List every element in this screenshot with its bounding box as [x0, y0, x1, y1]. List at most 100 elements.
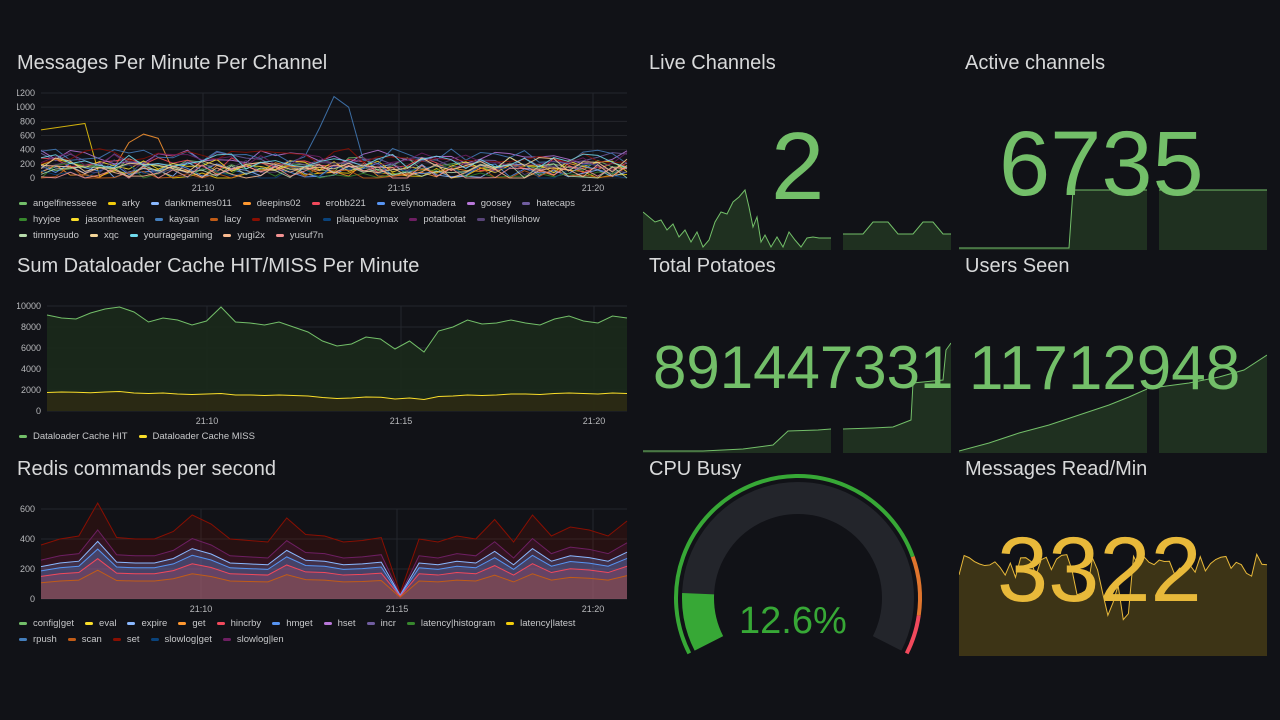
cpu-busy-value: 12.6% — [739, 600, 847, 642]
legend-swatch — [138, 434, 147, 438]
legend-item[interactable]: set — [112, 632, 140, 648]
legend-item[interactable]: angelfinesseee — [19, 196, 97, 212]
panel-redis-commands[interactable]: Redis commands per second 600 400 200 0 21:1… — [17, 458, 629, 654]
legend-item[interactable]: arky — [107, 196, 140, 212]
series-area-hit — [47, 307, 627, 411]
legend-item[interactable]: yugi2x — [223, 228, 265, 244]
redis-chart[interactable]: 600 400 200 0 21:10 21:15 21:20 — [17, 488, 629, 638]
panel-total-potatoes[interactable]: Total Potatoes 891447331 — [643, 255, 951, 453]
x-tick-label: 21:10 — [190, 604, 213, 614]
legend-item[interactable]: deepins02 — [242, 196, 301, 212]
legend-item[interactable]: yourragegaming — [129, 228, 213, 244]
y-tick-label: 2000 — [21, 385, 41, 395]
legend-item[interactable]: lacy — [210, 212, 241, 228]
legend-item[interactable]: hset — [323, 616, 356, 632]
legend-item[interactable]: hatecaps — [522, 196, 575, 212]
active-channels-sparkline — [959, 189, 1267, 250]
legend-item[interactable]: expire — [127, 616, 167, 632]
legend-swatch — [322, 217, 331, 221]
panel-active-channels[interactable]: Active channels 6735 — [959, 52, 1267, 250]
y-tick-label: 200 — [20, 564, 35, 574]
panel-cpu-busy[interactable]: CPU Busy 12.6% — [643, 458, 951, 656]
legend-item[interactable]: Dataloader Cache HIT — [19, 429, 128, 445]
legend-item[interactable]: evelynomadera — [376, 196, 456, 212]
redis-stack-line — [40, 540, 628, 597]
legend-item[interactable]: config|get — [19, 616, 74, 632]
series-area-miss — [47, 391, 627, 411]
x-tick-label: 21:20 — [583, 416, 606, 426]
legend-swatch — [107, 201, 116, 205]
legend-swatch — [19, 434, 27, 438]
legend-swatch — [272, 621, 281, 625]
legend-swatch — [178, 621, 187, 625]
panel-messages-read[interactable]: Messages Read/Min 3322 — [959, 458, 1267, 656]
legend-label: plaqueboymax — [336, 214, 399, 225]
y-tick-label: 600 — [20, 504, 35, 514]
y-tick-label: 1200 — [17, 88, 35, 98]
legend-swatch — [19, 201, 27, 205]
legend-item[interactable]: incr — [366, 616, 396, 632]
legend-item[interactable]: potatbotat — [409, 212, 466, 228]
legend-item[interactable]: latency|latest — [506, 616, 575, 632]
legend-item[interactable]: mdswervin — [252, 212, 312, 228]
panel-live-channels[interactable]: Live Channels 2 — [643, 52, 951, 250]
y-tick-label: 6000 — [21, 343, 41, 353]
panel-messages-per-minute[interactable]: Messages Per Minute Per Channel 1200 1000… — [17, 52, 629, 248]
legend-item[interactable]: thetylilshow — [476, 212, 540, 228]
legend-item[interactable]: hyyjoe — [19, 212, 60, 228]
redis-legend: config|get eval expire get hincrby hmget hset i… — [19, 616, 619, 648]
legend-item[interactable]: rpush — [19, 632, 57, 648]
messages-chart[interactable]: 1200 1000 800 600 400 200 0 21:10 21:15 21:20 — [17, 82, 629, 232]
legend-item[interactable]: timmysudo — [19, 228, 79, 244]
legend-label: expire — [141, 618, 168, 629]
legend-item[interactable]: kaysan — [155, 212, 199, 228]
legend-item[interactable]: jasontheween — [71, 212, 144, 228]
legend-item[interactable]: eval — [85, 616, 116, 632]
users-seen-sparkline — [959, 354, 1267, 453]
legend-item[interactable]: goosey — [466, 196, 511, 212]
legend-label: yourragegaming — [143, 230, 213, 241]
legend-swatch — [216, 621, 225, 625]
legend-label: slowlog|len — [236, 634, 284, 645]
panel-title: Active channels — [965, 52, 1106, 74]
panel-title: Total Potatoes — [649, 255, 776, 277]
y-tick-label: 800 — [20, 116, 35, 126]
legend-swatch — [323, 621, 332, 625]
series-line-hit — [46, 306, 628, 353]
legend-label: lacy — [224, 214, 242, 225]
series-line-xqc — [40, 156, 628, 173]
legend-swatch — [155, 217, 164, 221]
legend-swatch — [210, 217, 219, 221]
legend-item[interactable]: erobb221 — [311, 196, 366, 212]
legend-item[interactable]: latency|histogram — [406, 616, 496, 632]
legend-item[interactable]: slowlog|len — [222, 632, 284, 648]
legend-item[interactable]: Dataloader Cache MISS — [138, 429, 255, 445]
legend-label: hincrby — [230, 618, 262, 629]
cache-chart[interactable]: 10000 8000 6000 4000 2000 0 21:10 21:15 21:20 — [17, 285, 629, 435]
legend-item[interactable]: get — [178, 616, 206, 632]
x-tick-label: 21:10 — [192, 183, 215, 193]
x-tick-label: 21:15 — [390, 416, 413, 426]
panel-title: Users Seen — [965, 255, 1070, 277]
legend-label: kaysan — [169, 214, 200, 225]
legend-item[interactable]: scan — [67, 632, 102, 648]
legend-item[interactable]: hmget — [272, 616, 313, 632]
legend-label: latency|histogram — [420, 618, 496, 629]
legend-item[interactable]: yusuf7n — [275, 228, 324, 244]
legend-label: angelfinesseee — [33, 198, 97, 209]
panel-title: Messages Per Minute Per Channel — [17, 52, 328, 74]
legend-item[interactable]: slowlog|get — [150, 632, 212, 648]
legend-item[interactable]: xqc — [89, 228, 119, 244]
legend-label: yusuf7n — [289, 230, 324, 241]
legend-label: Dataloader Cache HIT — [33, 431, 128, 442]
legend-swatch — [19, 233, 27, 237]
legend-item[interactable]: dankmemes011 — [150, 196, 232, 212]
panel-users-seen[interactable]: Users Seen 11712948 — [959, 255, 1267, 453]
legend-swatch — [19, 621, 27, 625]
legend-swatch — [311, 201, 320, 205]
legend-item[interactable]: plaqueboymax — [322, 212, 399, 228]
panel-dataloader-cache[interactable]: Sum Dataloader Cache HIT/MISS Per Minute… — [17, 255, 629, 451]
legend-item[interactable]: hincrby — [216, 616, 262, 632]
legend-label: hset — [337, 618, 356, 629]
legend-label: erobb221 — [325, 198, 366, 209]
